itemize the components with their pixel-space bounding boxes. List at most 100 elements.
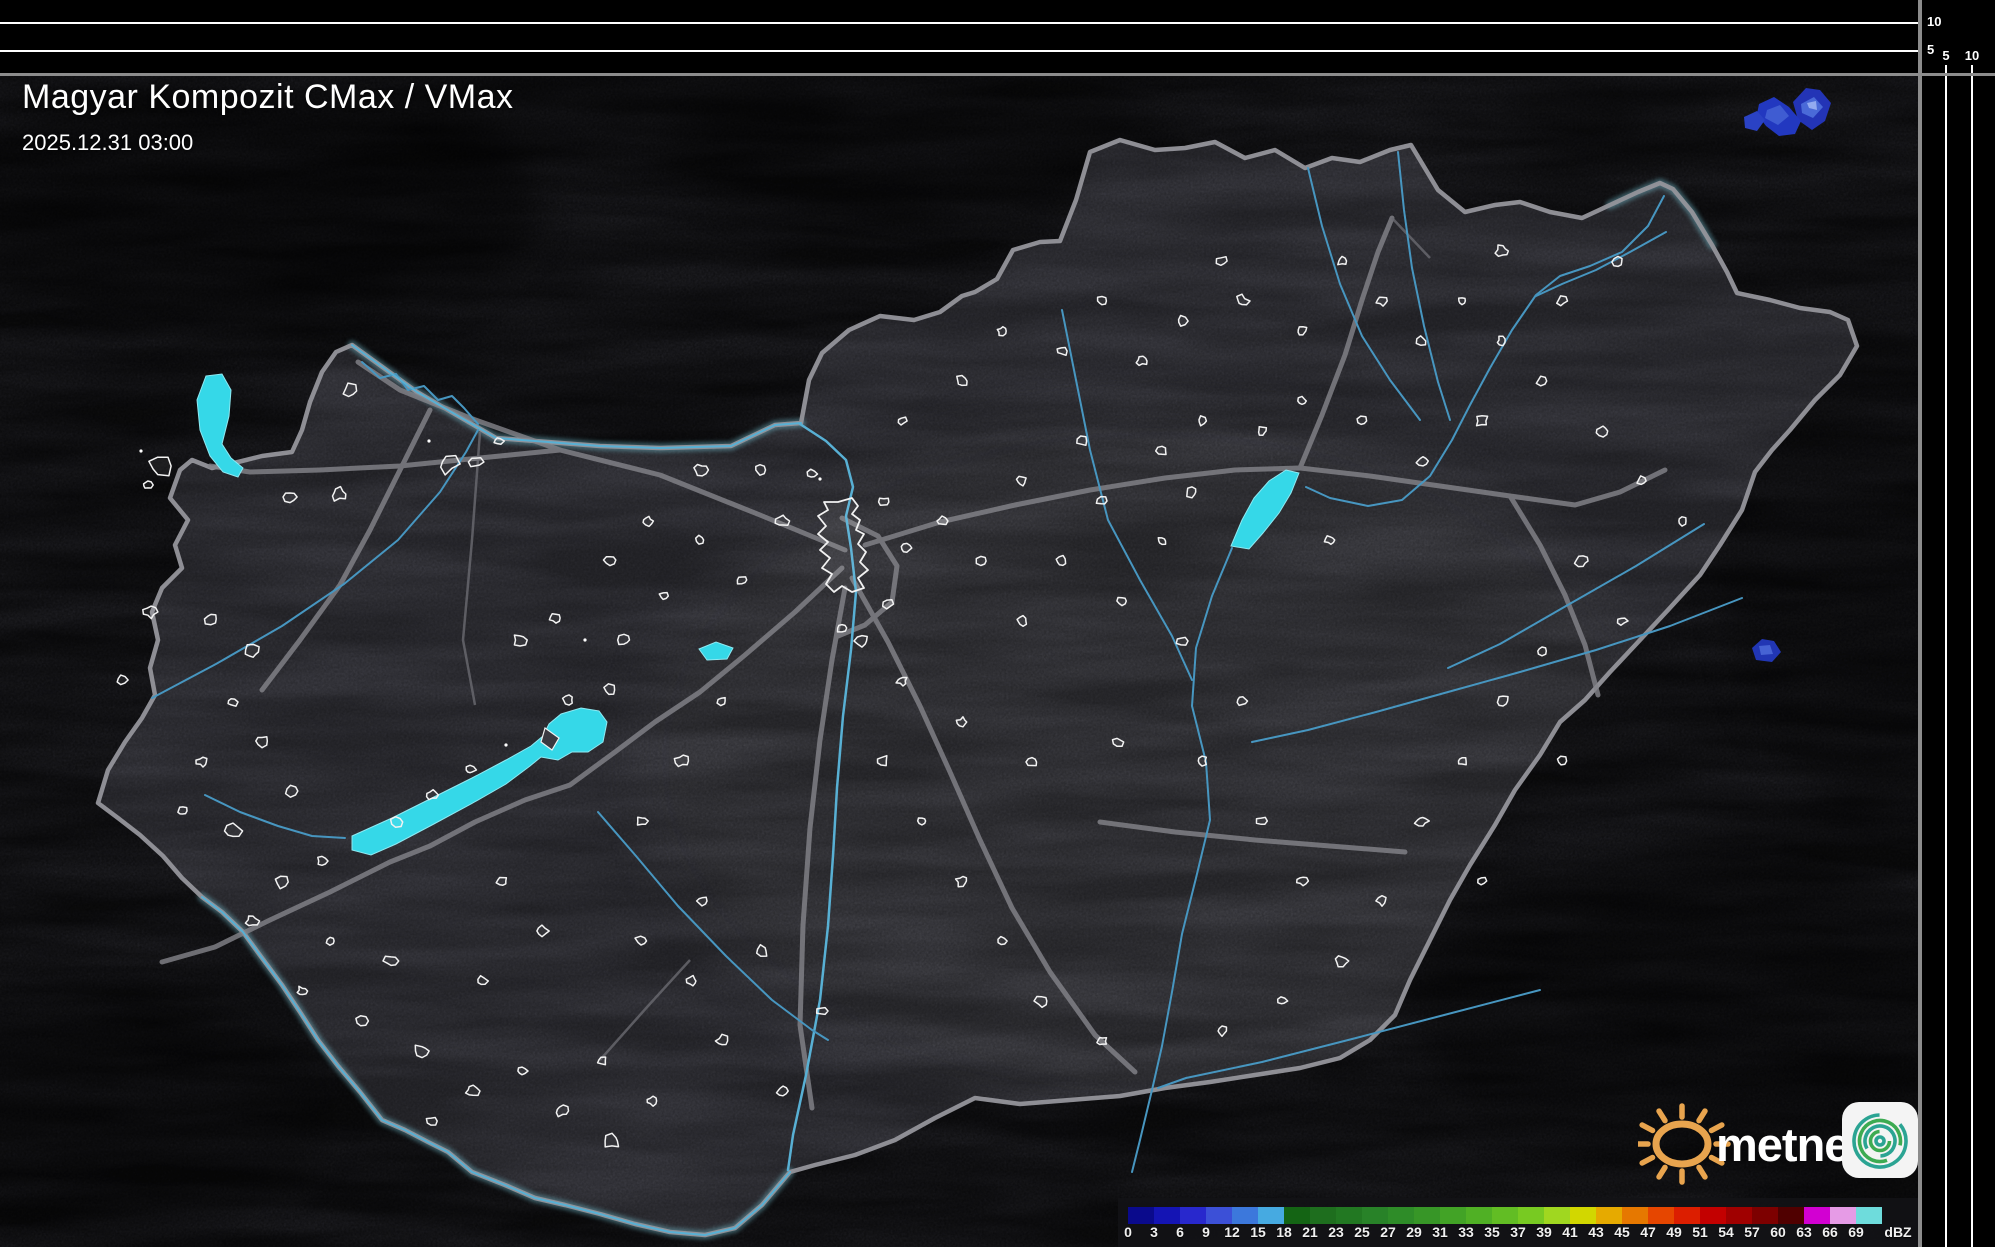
colorbar-tick-label: 21 (1302, 1224, 1318, 1240)
city-outline (1556, 755, 1568, 766)
colorbar-tick-label: 12 (1224, 1224, 1240, 1240)
timestamp: 2025.12.31 03:00 (22, 130, 194, 155)
colorbar-tick-label: 29 (1406, 1224, 1422, 1240)
city-outline (317, 855, 329, 867)
river-lines (151, 151, 1743, 1236)
river-tisza-south (1131, 547, 1233, 1173)
right-panel-10km-gridline (1971, 76, 1973, 1247)
colorbar-tick-label: 18 (1276, 1224, 1292, 1240)
city-outline (876, 754, 888, 767)
city-outline (895, 676, 908, 687)
colorbar-tick-label: 51 (1692, 1224, 1708, 1240)
right-panel-5km-gridline (1945, 76, 1947, 1247)
city-outline (693, 463, 710, 477)
colorbar-segment (1726, 1207, 1752, 1224)
city-outline (414, 1044, 430, 1059)
city-outline (296, 985, 309, 996)
lake-balaton (351, 707, 608, 856)
city-outline (603, 683, 616, 696)
city-outline (1255, 816, 1269, 826)
colorbar-segment (1154, 1207, 1180, 1224)
radar-echo-cell (1744, 111, 1765, 131)
colorbar-tick-label: 27 (1380, 1224, 1396, 1240)
city-outline (517, 1066, 529, 1076)
colorbar-tick-label: 54 (1718, 1224, 1734, 1240)
tihany-peninsula (540, 727, 560, 751)
city-outline (477, 974, 490, 986)
city-outline (936, 515, 949, 526)
city-outline (1375, 296, 1388, 307)
city-outline (1375, 894, 1387, 907)
city-outline (548, 613, 561, 624)
city-outlines (116, 244, 1687, 1148)
city-outline (755, 943, 768, 957)
city-outline (695, 896, 708, 907)
colorbar-segment (1674, 1207, 1700, 1224)
city-outline (355, 1015, 370, 1027)
city-outline (1537, 646, 1548, 657)
city-outline (1496, 695, 1509, 707)
city-outline (439, 454, 461, 476)
radar-echo-cell (1765, 105, 1789, 125)
city-outline (897, 416, 908, 426)
colorbar-tick-label: 37 (1510, 1224, 1526, 1240)
city-outline (1477, 876, 1488, 886)
city-outline (1236, 293, 1251, 306)
city-outline (425, 1116, 438, 1126)
city-outline (142, 480, 154, 489)
city-outline (223, 822, 244, 838)
city-outline (616, 633, 631, 646)
colorbar-tick-label: 60 (1770, 1224, 1786, 1240)
city-outline (806, 468, 819, 478)
colorbar-segment (1336, 1207, 1362, 1224)
radar-echo-cell (1807, 101, 1817, 110)
colorbar-tick-label: 47 (1640, 1224, 1656, 1240)
echo-cluster-northeast (1744, 88, 1831, 136)
colorbar-segment (1284, 1207, 1310, 1224)
mountain-shading (0, 76, 1918, 1240)
city-outline (1257, 426, 1268, 436)
city-outline (1157, 536, 1167, 546)
city-outline (342, 382, 358, 398)
city-outline (900, 542, 913, 553)
city-outline (881, 599, 895, 610)
city-outline (1494, 244, 1510, 258)
city-outline (1334, 955, 1350, 968)
metnet-wordmark: metnet (1716, 1118, 1865, 1171)
page-title: Magyar Kompozit CMax / VMax (22, 78, 514, 116)
colorbar-tick-label: 49 (1666, 1224, 1682, 1240)
city-outline (331, 485, 347, 502)
colorbar-segment (1518, 1207, 1544, 1224)
city-outline (495, 876, 508, 886)
town-dot (427, 439, 431, 443)
city-outline (1555, 295, 1569, 307)
city-outline (997, 935, 1008, 946)
city-outline (1337, 255, 1348, 266)
colorbar-segment (1362, 1207, 1388, 1224)
city-outline (513, 634, 528, 647)
city-outline (1055, 554, 1067, 567)
city-outline (954, 875, 968, 888)
city-outline (1056, 346, 1068, 357)
colorbar-segment (1596, 1207, 1622, 1224)
colorbar-tick-label: 57 (1744, 1224, 1760, 1240)
town-dot (818, 477, 822, 481)
radar-echo-layer (1744, 88, 1831, 662)
colorbar-segment (1830, 1207, 1856, 1224)
colorbar-tick-label: 35 (1484, 1224, 1500, 1240)
city-outline (996, 325, 1007, 337)
colorbar-tick-label: 6 (1176, 1224, 1184, 1240)
motorway-lines (159, 215, 1668, 1111)
colorbar-segment (1388, 1207, 1414, 1224)
city-outline (646, 1095, 658, 1107)
vmax-axis-corner: 10 5 5 10 (1922, 0, 1995, 73)
city-outline (1573, 555, 1589, 568)
horizontal-separator (0, 73, 1995, 76)
city-outline (1076, 435, 1088, 447)
colorbar-segment (1232, 1207, 1258, 1224)
city-outline (274, 875, 289, 890)
colorbar-segment (1206, 1207, 1232, 1224)
colorbar-segment (1700, 1207, 1726, 1224)
town-dot (139, 449, 143, 453)
